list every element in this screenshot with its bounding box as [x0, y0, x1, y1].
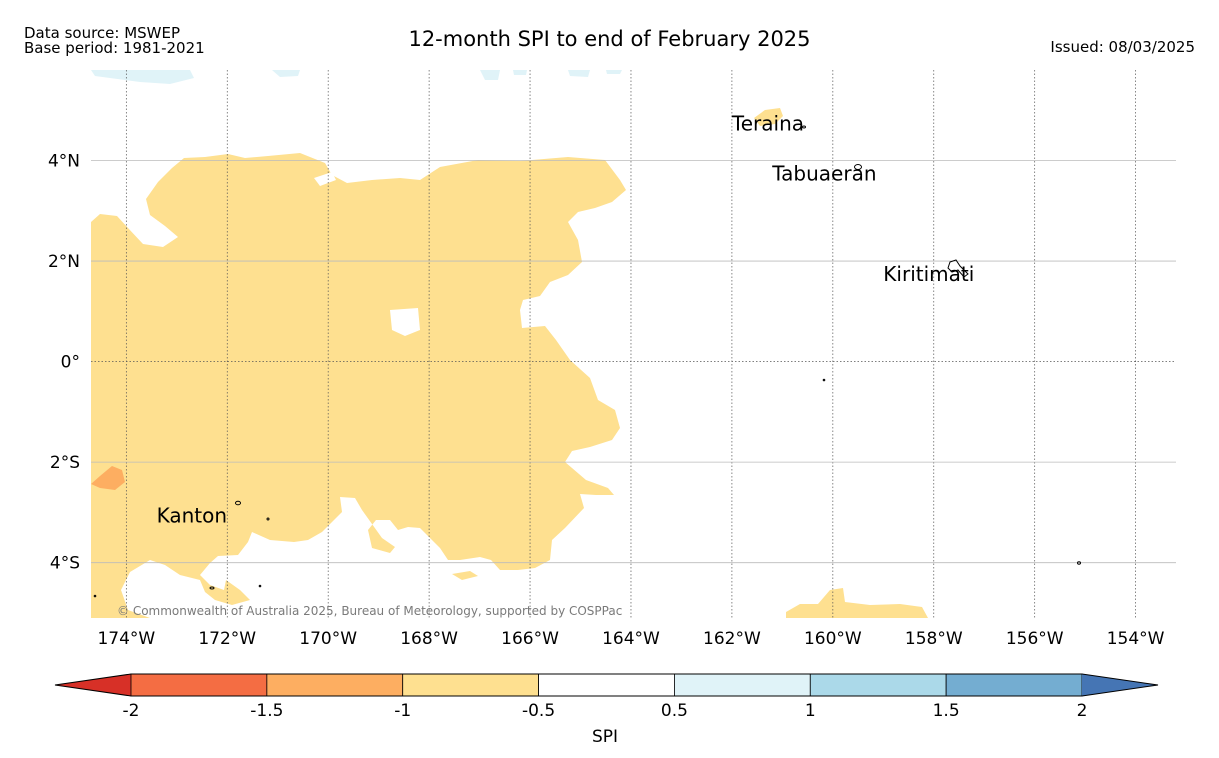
colorbar-tick-label: -1.5: [250, 701, 283, 721]
dry-region-main: [91, 153, 626, 618]
lon-tick-label: 154°W: [1107, 629, 1165, 649]
wet-patch-top-4: [513, 70, 527, 75]
spi-anomaly-layer: [91, 70, 928, 618]
dry-patch-teraina: [754, 108, 783, 126]
lat-tick-label: 2°N: [48, 252, 80, 272]
colorbar-outline: [54, 673, 1159, 697]
colorbar-tick-label: 1: [805, 701, 816, 721]
place-label: Teraina: [731, 111, 804, 135]
lon-tick-label: 162°W: [703, 629, 761, 649]
longitude-labels: 174°W 172°W 170°W 168°W 166°W 164°W 162°W 160°W…: [97, 629, 1164, 649]
severe-dry-patch: [91, 466, 125, 490]
lon-tick-label: 168°W: [400, 629, 458, 649]
dry-patch-small: [452, 571, 478, 580]
graticule: [91, 70, 1176, 618]
colorbar-segment: [266, 673, 404, 697]
lon-tick-label: 166°W: [501, 629, 559, 649]
colorbar-segments: [130, 673, 1083, 697]
colorbar-segment: [945, 673, 1083, 697]
colorbar-tick-labels: -2 -1.5 -1 -0.5 0.5 1 1.5 2: [123, 701, 1088, 721]
colorbar-segment: [538, 673, 675, 697]
lat-tick-label: 0°: [61, 353, 80, 373]
issued-date-text: Issued: 08/03/2025: [1050, 38, 1195, 56]
place-label: Kanton: [157, 503, 227, 527]
island-dot-4: [93, 594, 97, 598]
colorbar-extend-high: [1082, 674, 1158, 696]
wet-patch-top-5: [568, 70, 590, 77]
place-label: Kiritimati: [883, 262, 974, 286]
dry-patch-south: [786, 588, 928, 618]
copyright-text: © Commonwealth of Australia 2025, Bureau…: [117, 604, 622, 618]
wet-hole-2: [314, 172, 336, 186]
teraina-island: [802, 125, 806, 129]
colorbar-segment: [809, 673, 947, 697]
colorbar-tick-label: -1: [394, 701, 411, 721]
place-labels: Teraina Tabuaeran Kiritimati Kanton: [157, 111, 975, 527]
colorbar-segment: [130, 673, 268, 697]
spi-colorbar: -2 -1.5 -1 -0.5 0.5 1 1.5 2 SPI: [54, 673, 1159, 747]
lon-tick-label: 170°W: [299, 629, 357, 649]
island-dot-6: [1077, 561, 1081, 565]
colorbar-tick-label: 1.5: [933, 701, 960, 721]
kanton-island: [235, 500, 241, 506]
place-label: Tabuaeran: [771, 162, 876, 186]
tabuaeran-island: [854, 164, 862, 170]
colorbar-segment: [402, 673, 539, 697]
wet-patch-top-3: [480, 70, 500, 80]
colorbar-title: SPI: [592, 727, 618, 747]
wet-patch-top-6: [606, 70, 622, 74]
wet-hole-1: [390, 308, 420, 336]
wet-patch-top-1: [91, 70, 194, 84]
colorbar-segment: [674, 673, 811, 697]
lat-tick-label: 2°S: [50, 453, 80, 473]
colorbar-tick-label: 2: [1077, 701, 1088, 721]
wet-patch-top-2: [272, 70, 300, 77]
lon-tick-label: 172°W: [198, 629, 256, 649]
lon-tick-label: 158°W: [905, 629, 963, 649]
island-dot-2: [209, 586, 215, 590]
colorbar-extend-low: [55, 674, 131, 696]
lat-tick-label: 4°N: [48, 151, 80, 171]
coastlines: [93, 125, 1081, 598]
kiritimati-island: [947, 259, 969, 278]
lon-tick-label: 160°W: [804, 629, 862, 649]
map-title: 12-month SPI to end of February 2025: [408, 27, 811, 51]
base-period-text: Base period: 1981-2021: [24, 39, 205, 57]
island-dot-5: [822, 378, 826, 382]
lon-tick-label: 156°W: [1006, 629, 1064, 649]
colorbar-tick-label: -0.5: [522, 701, 555, 721]
lon-tick-label: 174°W: [97, 629, 155, 649]
island-dot-3: [258, 584, 262, 588]
lat-tick-label: 4°S: [50, 554, 80, 574]
colorbar-tick-label: 0.5: [661, 701, 688, 721]
lon-tick-label: 164°W: [602, 629, 660, 649]
latitude-labels: 4°N 2°N 0° 2°S 4°S: [48, 151, 80, 573]
data-source-text: Data source: MSWEP: [24, 24, 181, 42]
colorbar-tick-label: -2: [123, 701, 140, 721]
island-dot-1: [266, 517, 270, 521]
